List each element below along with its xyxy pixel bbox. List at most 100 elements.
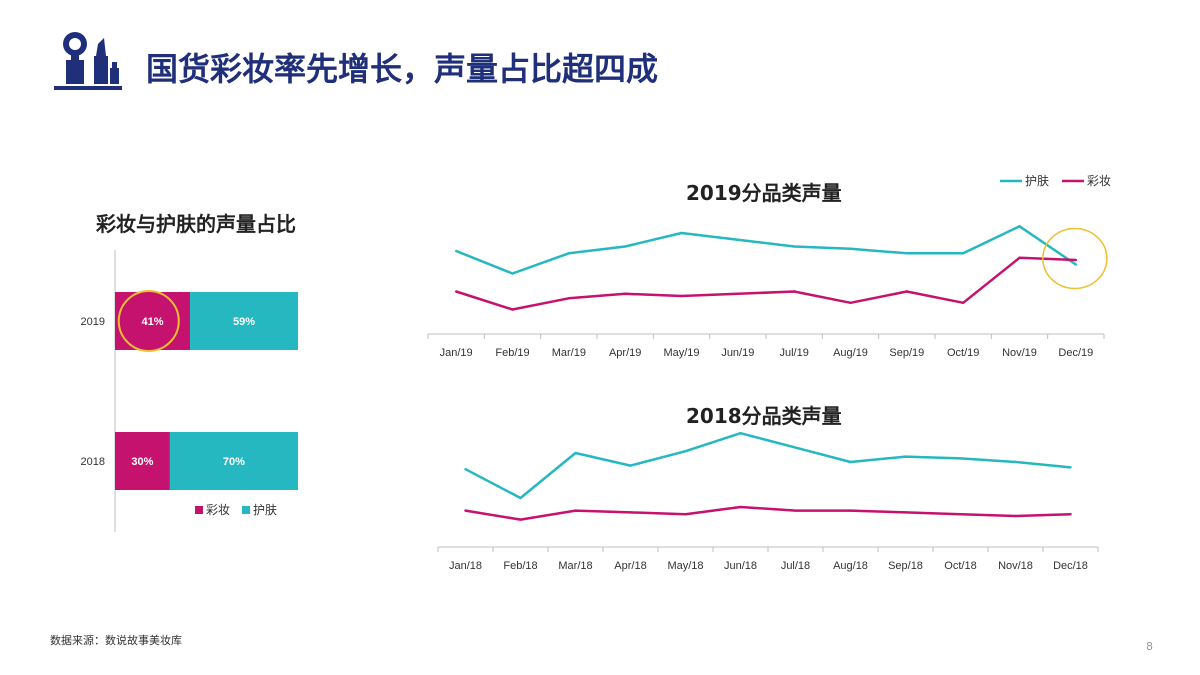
- data-point: [511, 272, 514, 275]
- x-tick-label: May/19: [663, 347, 699, 359]
- bar-segment: [115, 432, 170, 490]
- highlight-circle: [117, 290, 180, 352]
- bar-value-label: 59%: [233, 316, 255, 328]
- legend-label: 彩妆: [1087, 174, 1111, 188]
- data-point: [1069, 466, 1072, 469]
- data-point: [959, 513, 962, 516]
- x-tick-label: Jun/19: [721, 347, 754, 359]
- bar-category-label: 2019: [81, 316, 105, 328]
- data-point: [905, 290, 909, 293]
- data-point: [567, 252, 571, 255]
- data-point: [454, 290, 458, 293]
- data-point: [1069, 513, 1072, 516]
- data-point: [519, 518, 522, 521]
- x-tick-label: Jun/18: [724, 560, 757, 572]
- x-tick-label: Apr/19: [609, 347, 641, 359]
- data-point: [1074, 258, 1078, 262]
- data-point: [792, 290, 796, 293]
- data-point: [1018, 225, 1021, 228]
- x-tick-label: Jul/18: [781, 560, 810, 572]
- series-line: [455, 225, 1077, 275]
- bar-category-label: 2018: [81, 456, 105, 468]
- data-point: [736, 238, 740, 241]
- x-tick-label: Sep/18: [888, 560, 923, 572]
- x-tick-label: Feb/19: [495, 347, 529, 359]
- x-tick-label: Nov/19: [1002, 347, 1037, 359]
- data-point: [792, 245, 796, 248]
- bar-segment: [190, 292, 298, 350]
- series-line: [464, 431, 1071, 500]
- data-point: [454, 249, 458, 253]
- logo-icon: [52, 30, 124, 96]
- data-point: [794, 509, 797, 512]
- x-tick-label: Jan/19: [440, 347, 473, 359]
- legend-swatch: [242, 506, 250, 514]
- x-tick-label: Aug/18: [833, 560, 868, 572]
- data-point: [1014, 460, 1017, 464]
- x-tick-label: Feb/18: [503, 560, 537, 572]
- data-point: [739, 432, 742, 435]
- share-bar-chart: 2019 41% 59% 2018 30% 70% 彩妆 护肤: [81, 250, 298, 532]
- x-tick-label: Oct/19: [947, 347, 979, 359]
- line-chart-2018-title: 2018分品类声量: [686, 404, 842, 428]
- x-tick-label: Nov/18: [998, 560, 1033, 572]
- x-tick-label: Aug/19: [833, 347, 868, 359]
- page-title: 国货彩妆率先增长，声量占比超四成: [146, 50, 659, 88]
- bar-value-label: 41%: [141, 316, 163, 328]
- legend-label: 彩妆: [206, 503, 230, 517]
- highlight-circle: [1042, 227, 1108, 290]
- data-point: [736, 292, 740, 295]
- data-point: [849, 509, 852, 512]
- line-chart-2018: Jan/18 Feb/18 Mar/18 Apr/18 May/18 Jun/18 Jul/…: [437, 431, 1099, 572]
- legend-label: 护肤: [253, 502, 277, 517]
- x-tick-label: Dec/19: [1058, 347, 1093, 359]
- data-point: [1074, 263, 1078, 266]
- data-point: [849, 460, 852, 464]
- series-line: [465, 505, 1071, 521]
- data-point: [464, 509, 467, 512]
- data-point: [623, 245, 627, 248]
- data-point: [904, 511, 907, 514]
- legend-swatch: [195, 506, 203, 514]
- x-tick-label: Dec/18: [1053, 560, 1088, 572]
- data-point: [739, 505, 742, 509]
- data-point: [961, 301, 965, 304]
- bar-value-label: 70%: [223, 456, 245, 468]
- x-tick-label: May/18: [667, 560, 703, 572]
- data-point: [684, 450, 687, 453]
- data-point: [574, 509, 577, 512]
- x-tick-label: Sep/19: [889, 347, 924, 359]
- data-point: [961, 252, 965, 255]
- bar-value-label: 30%: [131, 456, 153, 468]
- data-point: [904, 455, 907, 458]
- data-source-note: 数据来源：数说故事美妆库: [50, 634, 182, 647]
- data-point: [629, 464, 632, 467]
- line-chart-2019: Jan/19 Feb/19 Mar/19 Apr/19 May/19 Jun/19 Jul/…: [427, 173, 1111, 359]
- data-point: [849, 301, 852, 304]
- data-point: [511, 308, 514, 311]
- series-line: [455, 256, 1076, 311]
- data-point: [959, 457, 962, 460]
- bar-chart-title: 彩妆与护肤的声量占比: [96, 212, 296, 236]
- data-point: [905, 252, 909, 255]
- data-point: [574, 451, 577, 455]
- bar-segment: [169, 432, 298, 490]
- data-point: [680, 294, 683, 298]
- data-point: [684, 513, 687, 516]
- data-point: [794, 446, 797, 449]
- x-tick-label: Mar/18: [558, 560, 592, 572]
- data-point: [849, 247, 852, 250]
- data-point: [1014, 514, 1017, 518]
- data-point: [680, 231, 683, 235]
- data-point: [519, 496, 522, 500]
- x-tick-label: Jul/19: [779, 347, 808, 359]
- data-point: [464, 468, 467, 471]
- data-point: [1018, 256, 1021, 259]
- x-tick-label: Mar/19: [552, 347, 586, 359]
- line-chart-2019-title: 2019分品类声量: [686, 181, 842, 205]
- data-point: [567, 297, 571, 300]
- x-tick-label: Jan/18: [449, 560, 482, 572]
- x-tick-label: Oct/18: [944, 560, 976, 572]
- data-point: [623, 292, 627, 295]
- data-point: [629, 511, 632, 514]
